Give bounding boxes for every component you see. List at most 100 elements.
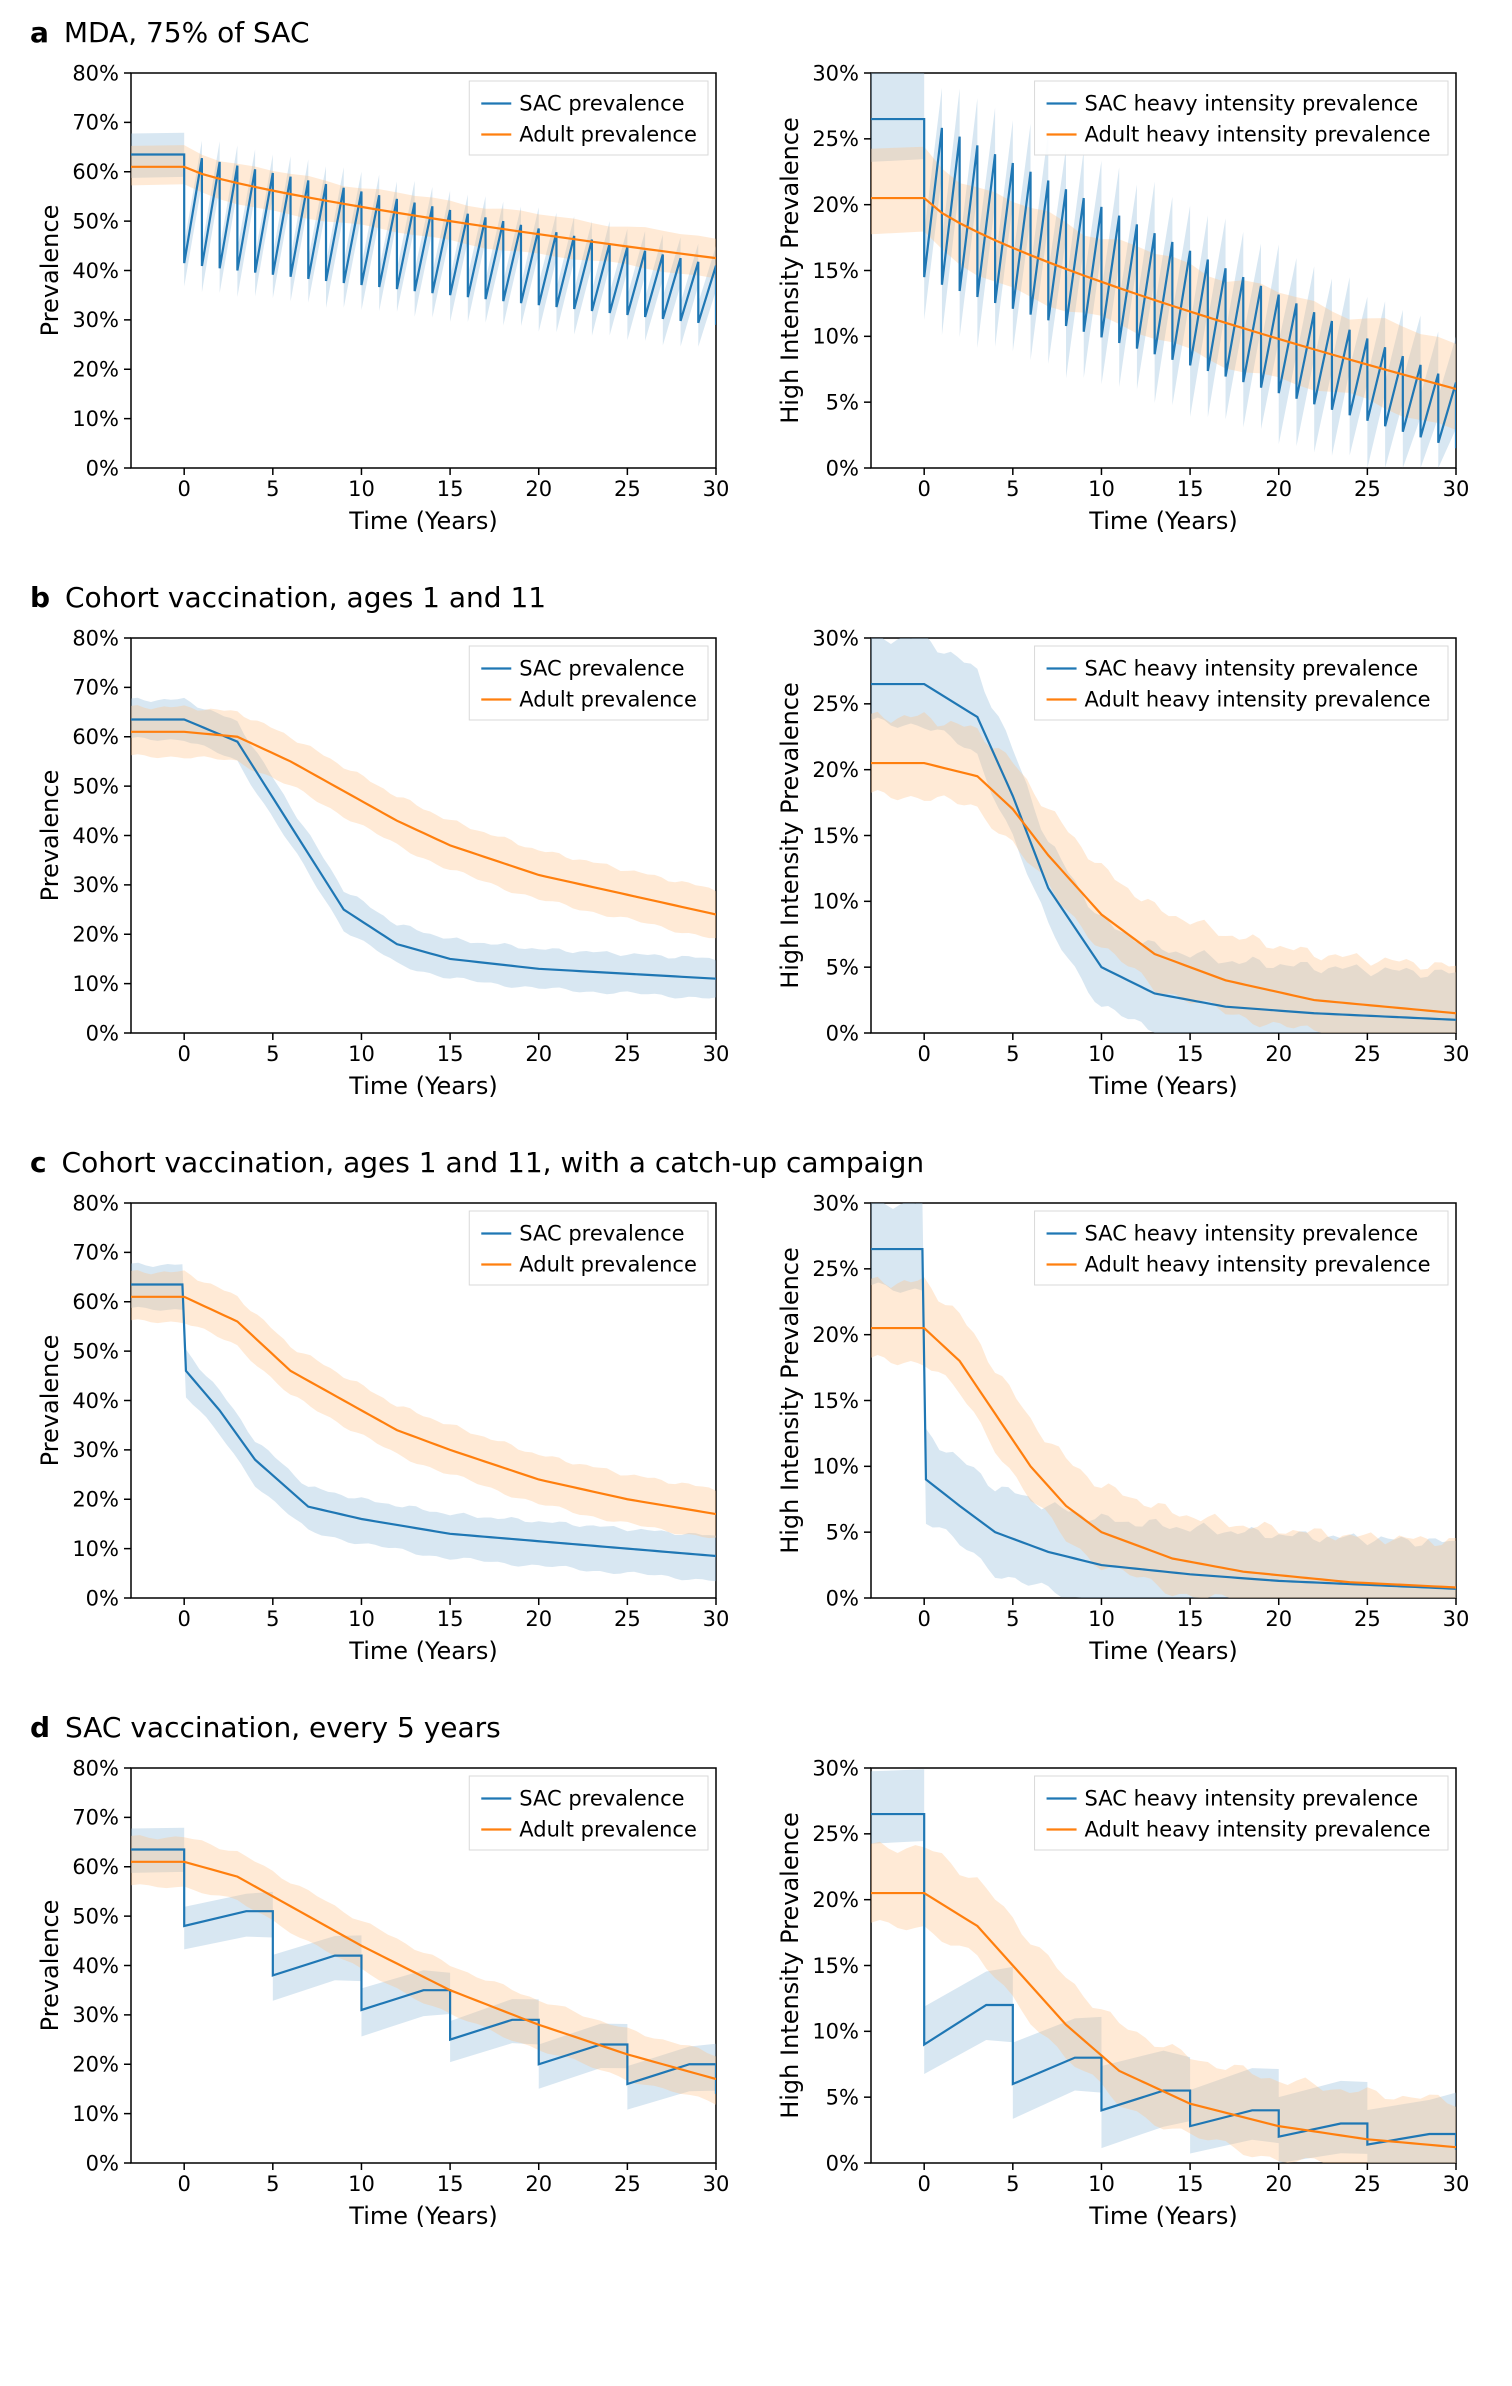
svg-text:High Intensity Prevalence: High Intensity Prevalence [776, 682, 804, 989]
svg-text:15%: 15% [812, 1389, 859, 1413]
panel-a: a MDA, 75% of SAC0510152025300%10%20%30%… [0, 10, 1512, 547]
svg-text:0: 0 [177, 1607, 190, 1631]
svg-text:30: 30 [1443, 477, 1470, 501]
svg-text:0: 0 [917, 1042, 930, 1066]
right-chart: 0510152025300%5%10%15%20%25%30%Time (Yea… [776, 1183, 1476, 1673]
svg-text:40%: 40% [72, 1954, 119, 1978]
svg-text:SAC heavy intensity prevalence: SAC heavy intensity prevalence [1085, 656, 1419, 680]
svg-text:Adult heavy intensity prevalen: Adult heavy intensity prevalence [1085, 1252, 1431, 1276]
svg-text:50%: 50% [72, 774, 119, 798]
left-chart: 0510152025300%10%20%30%40%50%60%70%80%Ti… [36, 618, 736, 1108]
svg-text:20%: 20% [72, 2053, 119, 2077]
left-chart: 0510152025300%10%20%30%40%50%60%70%80%Ti… [36, 1748, 736, 2238]
svg-text:25: 25 [1354, 2172, 1381, 2196]
svg-text:0: 0 [177, 2172, 190, 2196]
svg-text:30%: 30% [812, 626, 859, 650]
svg-text:SAC prevalence: SAC prevalence [519, 656, 684, 680]
svg-text:5: 5 [1006, 1042, 1019, 1066]
svg-text:10: 10 [1088, 2172, 1115, 2196]
svg-text:0%: 0% [86, 1586, 119, 1610]
svg-text:Time (Years): Time (Years) [348, 1072, 497, 1100]
svg-text:15: 15 [1177, 2172, 1204, 2196]
svg-text:SAC heavy intensity prevalence: SAC heavy intensity prevalence [1085, 91, 1419, 115]
svg-text:Adult heavy intensity prevalen: Adult heavy intensity prevalence [1085, 1817, 1431, 1841]
panel-title-text: Cohort vaccination, ages 1 and 11, with … [62, 1146, 925, 1179]
svg-text:0%: 0% [86, 1021, 119, 1045]
svg-text:Adult prevalence: Adult prevalence [519, 687, 697, 711]
panel-title-c: c Cohort vaccination, ages 1 and 11, wit… [30, 1146, 1512, 1179]
panel-letter: b [30, 581, 50, 614]
panel-c: c Cohort vaccination, ages 1 and 11, wit… [0, 1140, 1512, 1677]
panel-title-text: SAC vaccination, every 5 years [65, 1711, 501, 1744]
panel-charts: 0510152025300%10%20%30%40%50%60%70%80%Ti… [0, 618, 1512, 1112]
svg-text:Adult prevalence: Adult prevalence [519, 1817, 697, 1841]
svg-text:5%: 5% [826, 956, 859, 980]
high-intensity-chart: 0510152025300%5%10%15%20%25%30%Time (Yea… [776, 618, 1476, 1112]
svg-text:50%: 50% [72, 1904, 119, 1928]
svg-text:10: 10 [348, 1042, 375, 1066]
svg-text:80%: 80% [72, 61, 119, 85]
svg-text:30: 30 [703, 1607, 730, 1631]
panel-letter: a [30, 16, 49, 49]
right-chart: 0510152025300%5%10%15%20%25%30%Time (Yea… [776, 618, 1476, 1108]
svg-text:10: 10 [1088, 477, 1115, 501]
svg-text:Prevalence: Prevalence [36, 205, 64, 337]
svg-text:Adult prevalence: Adult prevalence [519, 1252, 697, 1276]
svg-text:20: 20 [525, 1607, 552, 1631]
svg-text:60%: 60% [72, 725, 119, 749]
svg-text:70%: 70% [72, 676, 119, 700]
svg-text:Time (Years): Time (Years) [1088, 507, 1237, 535]
svg-text:30%: 30% [72, 308, 119, 332]
svg-text:0%: 0% [826, 2151, 859, 2175]
svg-text:30: 30 [703, 477, 730, 501]
svg-text:0%: 0% [826, 456, 859, 480]
svg-text:0%: 0% [86, 2151, 119, 2175]
panel-letter: d [30, 1711, 50, 1744]
left-chart: 0510152025300%10%20%30%40%50%60%70%80%Ti… [36, 1183, 736, 1673]
svg-text:10: 10 [1088, 1042, 1115, 1066]
panel-b: b Cohort vaccination, ages 1 and 1105101… [0, 575, 1512, 1112]
svg-text:20: 20 [1265, 2172, 1292, 2196]
svg-text:70%: 70% [72, 1806, 119, 1830]
svg-text:0: 0 [917, 2172, 930, 2196]
svg-text:10: 10 [348, 2172, 375, 2196]
prevalence-chart: 0510152025300%10%20%30%40%50%60%70%80%Ti… [36, 1748, 736, 2242]
panel-charts: 0510152025300%10%20%30%40%50%60%70%80%Ti… [0, 1748, 1512, 2242]
svg-text:10%: 10% [72, 1537, 119, 1561]
svg-text:20%: 20% [812, 1323, 859, 1347]
svg-text:40%: 40% [72, 1389, 119, 1413]
svg-text:10%: 10% [812, 890, 859, 914]
svg-text:20%: 20% [72, 923, 119, 947]
svg-text:Time (Years): Time (Years) [1088, 1637, 1237, 1665]
high-intensity-chart: 0510152025300%5%10%15%20%25%30%Time (Yea… [776, 1748, 1476, 2242]
panel-charts: 0510152025300%10%20%30%40%50%60%70%80%Ti… [0, 1183, 1512, 1677]
svg-text:30%: 30% [812, 1191, 859, 1215]
svg-text:5%: 5% [826, 391, 859, 415]
svg-text:0%: 0% [86, 456, 119, 480]
high-intensity-chart: 0510152025300%5%10%15%20%25%30%Time (Yea… [776, 1183, 1476, 1677]
svg-text:25: 25 [614, 477, 641, 501]
svg-text:10%: 10% [72, 972, 119, 996]
panel-title-text: MDA, 75% of SAC [64, 16, 310, 49]
svg-text:5: 5 [266, 1042, 279, 1066]
svg-text:Time (Years): Time (Years) [1088, 2202, 1237, 2230]
svg-text:High Intensity Prevalence: High Intensity Prevalence [776, 1247, 804, 1554]
svg-text:30: 30 [1443, 1607, 1470, 1631]
svg-text:20: 20 [525, 477, 552, 501]
svg-text:40%: 40% [72, 259, 119, 283]
svg-text:Adult heavy intensity prevalen: Adult heavy intensity prevalence [1085, 687, 1431, 711]
svg-text:20%: 20% [72, 358, 119, 382]
svg-text:10%: 10% [812, 325, 859, 349]
svg-text:15: 15 [437, 477, 464, 501]
svg-text:20: 20 [525, 1042, 552, 1066]
svg-text:20%: 20% [72, 1488, 119, 1512]
svg-text:20%: 20% [812, 758, 859, 782]
svg-text:Adult prevalence: Adult prevalence [519, 122, 697, 146]
svg-text:Adult heavy intensity prevalen: Adult heavy intensity prevalence [1085, 122, 1431, 146]
svg-text:10: 10 [348, 1607, 375, 1631]
prevalence-chart: 0510152025300%10%20%30%40%50%60%70%80%Ti… [36, 618, 736, 1112]
svg-text:30%: 30% [72, 873, 119, 897]
svg-text:15: 15 [437, 1042, 464, 1066]
svg-text:Time (Years): Time (Years) [348, 507, 497, 535]
svg-text:20%: 20% [812, 1888, 859, 1912]
